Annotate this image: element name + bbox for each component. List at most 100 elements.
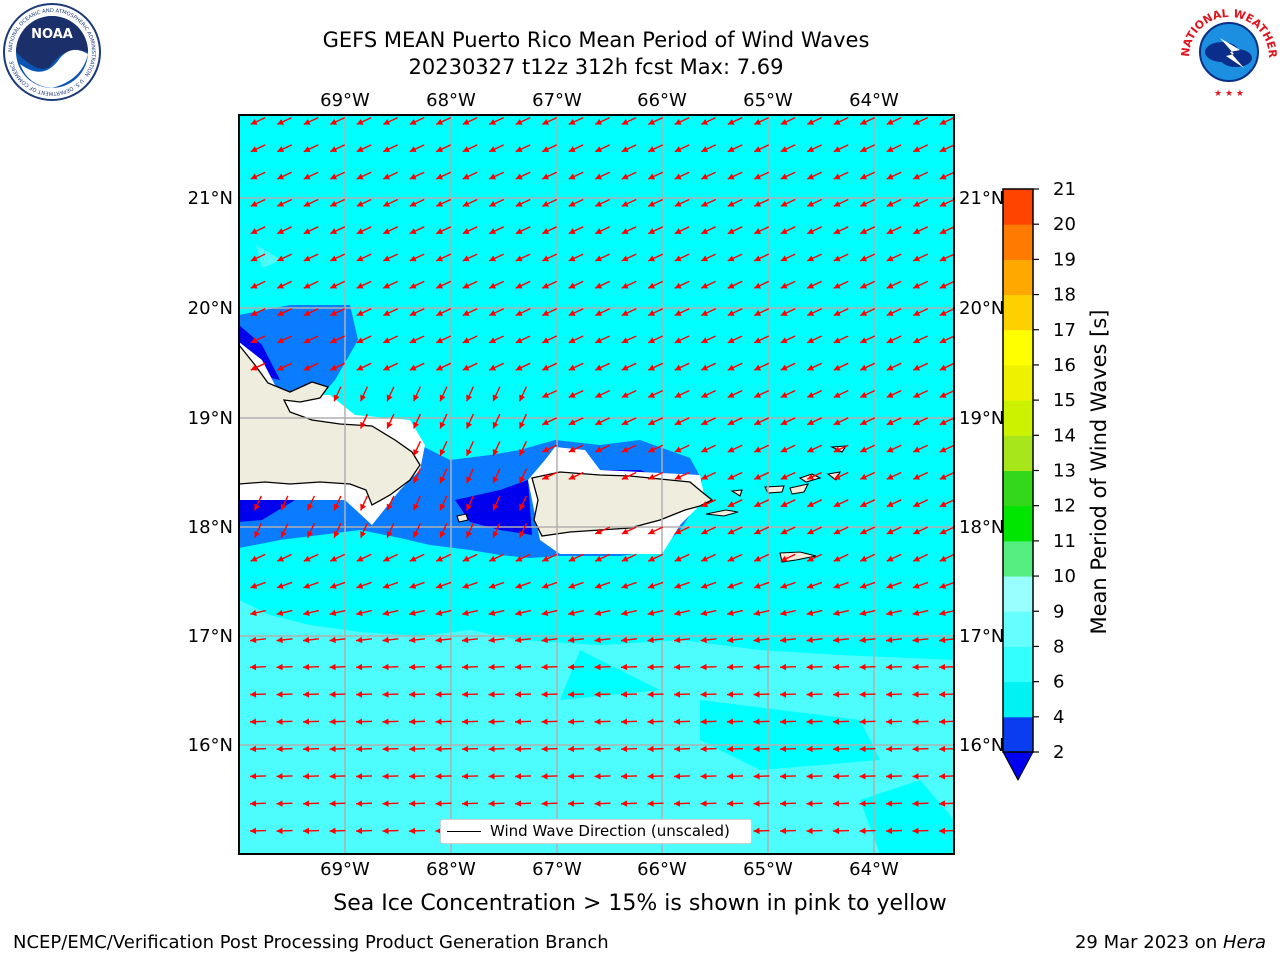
wave-arrow-head — [859, 718, 866, 725]
wave-arrow-head — [860, 419, 868, 426]
wave-arrow-head — [409, 282, 417, 289]
wave-arrow-head — [648, 228, 656, 234]
wave-arrow-head — [568, 364, 576, 371]
colorbar-tick-label: 19 — [1053, 249, 1076, 270]
colorbar-tick-label: 16 — [1053, 355, 1076, 376]
wave-arrow-head — [595, 446, 603, 453]
wave-arrow-head — [833, 663, 840, 671]
wave-arrow-head — [594, 609, 602, 616]
wave-arrow-head — [913, 528, 921, 535]
wave-arrow-head — [383, 200, 391, 207]
wave-arrow-head — [356, 718, 363, 725]
colorbar-segment — [1003, 611, 1033, 647]
wave-arrow-head — [939, 773, 946, 780]
wave-arrow-head — [435, 800, 442, 807]
wave-arrow-head — [277, 200, 285, 207]
wave-arrow-head — [409, 364, 417, 371]
graticule — [239, 115, 954, 854]
wave-arrow-head — [647, 691, 654, 698]
wave-arrow-head — [727, 555, 735, 562]
wave-arrow-head — [568, 800, 575, 807]
wave-arrow-head — [886, 718, 893, 725]
wave-arrow-head — [594, 745, 601, 753]
wave-arrow-head — [754, 501, 762, 507]
wave-arrow-head — [859, 745, 866, 753]
wave-arrow-head — [648, 310, 656, 316]
wave-arrow-head — [674, 473, 682, 480]
wave-arrow-head — [833, 501, 841, 507]
wave-arrow-head — [833, 255, 841, 262]
colorbar-segment — [1003, 329, 1033, 366]
wave-arrow-head — [250, 609, 257, 616]
wave-arrow-head — [753, 609, 761, 616]
wave-arrow-head — [727, 337, 735, 344]
wave-arrow-head — [780, 419, 788, 426]
wave-arrow-head — [356, 173, 364, 180]
lon-label: 65°W — [743, 90, 793, 111]
wave-arrow-head — [621, 118, 629, 125]
wave-arrow-head — [413, 476, 420, 484]
wave-arrow-head — [250, 636, 257, 644]
wave-arrow-head — [436, 228, 444, 234]
wave-arrow-head — [806, 636, 813, 644]
wave-arrow-head — [515, 310, 523, 316]
sea-ice-note: Sea Ice Concentration > 15% is shown in … — [333, 891, 947, 916]
wave-arrow-head — [409, 663, 416, 671]
wave-arrow-head — [489, 282, 497, 289]
wave-arrow-head — [356, 609, 363, 616]
wave-arrow-head — [488, 663, 495, 671]
wave-arrow-head — [276, 691, 283, 698]
wave-arrow-head — [595, 419, 603, 426]
wave-arrow-head — [409, 691, 416, 698]
wave-arrow-head — [939, 200, 947, 207]
wave-arrow-head — [913, 310, 921, 316]
wave-arrow-head — [939, 310, 947, 316]
wave-arrow-head — [439, 476, 446, 484]
wave-arrow-head — [250, 773, 257, 780]
wave-arrow-head — [674, 419, 682, 426]
map-legend: Wind Wave Direction (unscaled) — [440, 819, 752, 844]
wave-arrow-head — [621, 391, 629, 398]
wave-arrow-head — [329, 718, 336, 725]
wave-arrow-head — [466, 530, 473, 538]
wave-arrow-head — [277, 255, 285, 262]
wave-arrow-head — [568, 718, 575, 725]
wave-arrow-head — [515, 337, 523, 344]
wave-arrow-head — [595, 310, 603, 316]
wave-arrow-head — [515, 745, 522, 753]
wave-arrow-head — [462, 255, 470, 262]
wave-arrow-head — [727, 773, 734, 780]
wave-arrow-head — [276, 718, 283, 725]
wave-arrow-head — [886, 528, 894, 535]
wave-arrow-head — [939, 636, 946, 644]
wave-arrow-head — [436, 364, 444, 371]
footer-producer: NCEP/EMC/Verification Post Processing Pr… — [13, 932, 609, 953]
wave-arrow-head — [648, 473, 656, 480]
wind-wave-arrows — [249, 116, 954, 835]
wave-arrow-head — [913, 118, 921, 125]
wave-arrow-head — [648, 146, 656, 153]
wave-arrow-head — [383, 118, 391, 125]
wave-arrow-head — [674, 745, 681, 753]
wave-arrow-head — [701, 118, 709, 125]
latitude-labels-right: 21°N 20°N 19°N 18°N 17°N 16°N — [959, 188, 1004, 756]
colorbar-segment — [1003, 364, 1033, 401]
wave-arrow-head — [356, 636, 363, 644]
wave-arrow-head — [409, 310, 417, 316]
wave-arrow-head — [700, 718, 707, 725]
wave-arrow-head — [383, 555, 391, 562]
wave-arrow-head — [939, 745, 946, 753]
wave-arrow-head — [674, 255, 682, 262]
wave-arrow-head — [754, 419, 762, 426]
wave-arrow-head — [250, 663, 257, 671]
wave-arrow-head — [515, 255, 523, 262]
wave-arrow-head — [727, 636, 734, 644]
wave-arrow-head — [594, 773, 601, 780]
wave-arrow-head — [621, 337, 629, 344]
colorbar-segment — [1003, 716, 1033, 753]
wave-arrow-head — [250, 337, 258, 344]
wave-arrow-head — [753, 636, 760, 644]
wave-arrow-head — [250, 582, 258, 589]
wave-arrow-head — [492, 503, 499, 511]
wave-arrow-head — [356, 582, 364, 589]
